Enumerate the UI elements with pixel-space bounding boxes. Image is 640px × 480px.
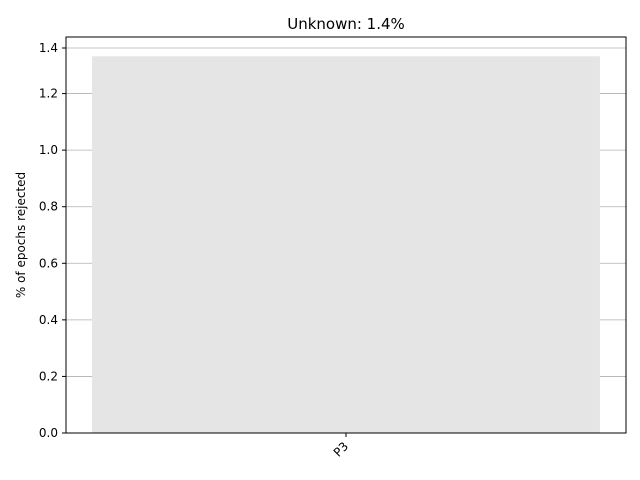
bar-P3	[92, 56, 600, 433]
y-tick-label: 0.6	[39, 256, 58, 270]
y-tick-label: 0.8	[39, 200, 58, 214]
y-tick-label: 0.4	[39, 313, 58, 327]
x-tick-label: P3	[331, 439, 351, 459]
y-tick-label: 0.2	[39, 369, 58, 383]
y-tick-label: 1.0	[39, 143, 58, 157]
y-axis-label: % of epochs rejected	[14, 172, 28, 298]
x-axis: P3	[331, 433, 351, 460]
y-tick-label: 1.2	[39, 87, 58, 101]
bars	[92, 56, 600, 433]
y-axis: 0.0 0.2 0.4 0.6 0.8 1.0 1.2 1.4	[39, 41, 66, 440]
y-tick-label: 0.0	[39, 426, 58, 440]
y-tick-label: 1.4	[39, 41, 58, 55]
chart-title: Unknown: 1.4%	[287, 15, 405, 33]
